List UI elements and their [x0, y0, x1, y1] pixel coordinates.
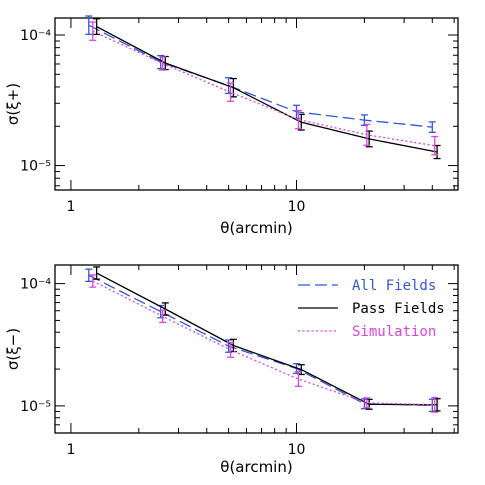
legend-label: All Fields: [352, 278, 436, 294]
y-tick-label: 10⁻⁴: [20, 277, 51, 293]
x-tick-label: 1: [66, 199, 75, 215]
x-tick-label: 10: [288, 442, 306, 458]
chart-panel-2: 1 10 10⁻⁴ 10⁻⁵ θ(arcmin) σ(ξ−) All Fields Pass …: [4, 264, 459, 476]
y-axis-label: σ(ξ+): [4, 83, 22, 125]
legend: All Fields Pass Fields Simulation: [298, 278, 445, 340]
series-pass-fields: [93, 18, 441, 160]
series-line: [92, 280, 435, 406]
y-tick-label: 10⁻⁴: [20, 28, 51, 44]
x-tick-label: 10: [288, 199, 306, 215]
series-line: [96, 272, 438, 406]
x-axis-label: θ(arcmin): [220, 219, 292, 237]
series-simulation: [89, 21, 439, 156]
series-simulation: [89, 274, 439, 413]
series-line: [88, 24, 433, 128]
legend-label: Simulation: [352, 324, 436, 340]
y-axis-label: σ(ξ−): [4, 328, 22, 370]
chart-panel-1: 1 10 10⁻⁴ 10⁻⁵ θ(arcmin) σ(ξ+): [4, 15, 459, 237]
y-tick-label: 10⁻⁵: [20, 159, 51, 175]
series-all-fields: [85, 15, 436, 134]
y-tick-label: 10⁻⁵: [20, 399, 51, 415]
legend-label: Pass Fields: [352, 301, 445, 317]
series-line: [88, 274, 433, 406]
series-line: [96, 26, 438, 153]
x-axis-label: θ(arcmin): [220, 458, 292, 476]
x-tick-label: 1: [66, 442, 75, 458]
plot-frame: [54, 17, 459, 191]
series-line: [92, 30, 435, 147]
plot-frame: [54, 264, 459, 434]
